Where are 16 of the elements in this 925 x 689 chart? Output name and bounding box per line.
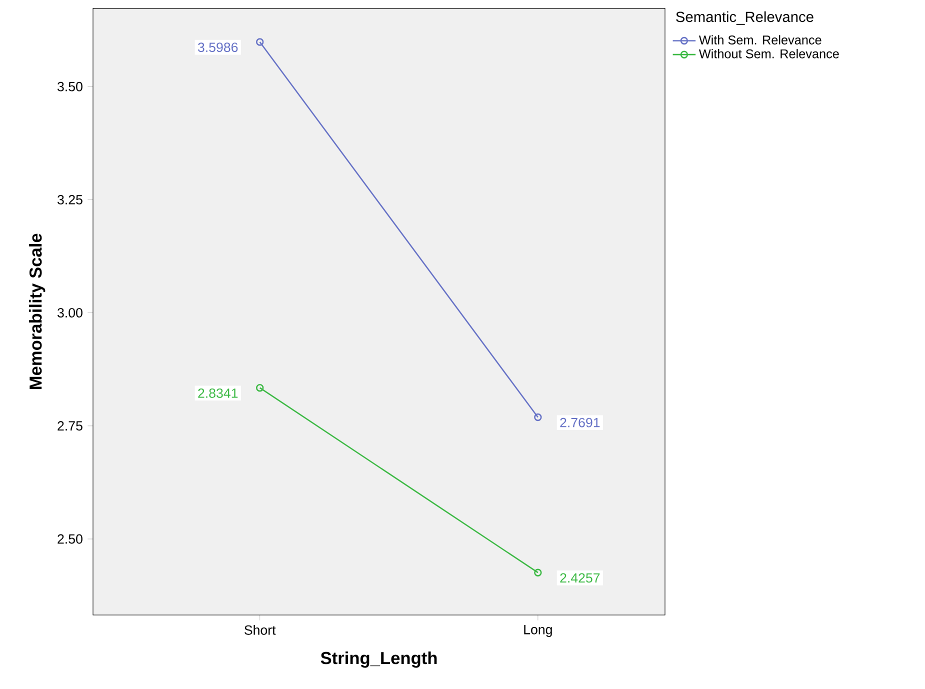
x-tick-label: Short [244,625,276,635]
legend-label: With Sem. Relevance [698,35,822,44]
y-tick-label: 3.25 [58,194,82,204]
y-tick-label: 3.50 [58,82,82,92]
data-label: 2.8341 [198,388,238,398]
legend-title: Semantic_Relevance [676,11,814,25]
y-tick-label: 2.50 [58,534,82,544]
x-axis-title: String_Length [320,651,437,668]
data-label: 2.7691 [560,418,600,428]
y-tick-label: 2.75 [58,421,82,431]
x-tick-label: Long [524,625,552,637]
y-tick-label: 3.00 [58,308,82,318]
legend-label: Without Sem. Relevance [698,49,839,58]
data-label: 2.4257 [560,573,600,583]
data-label: 3.5986 [198,42,238,52]
y-axis-title: Memorability Scale [29,234,46,390]
